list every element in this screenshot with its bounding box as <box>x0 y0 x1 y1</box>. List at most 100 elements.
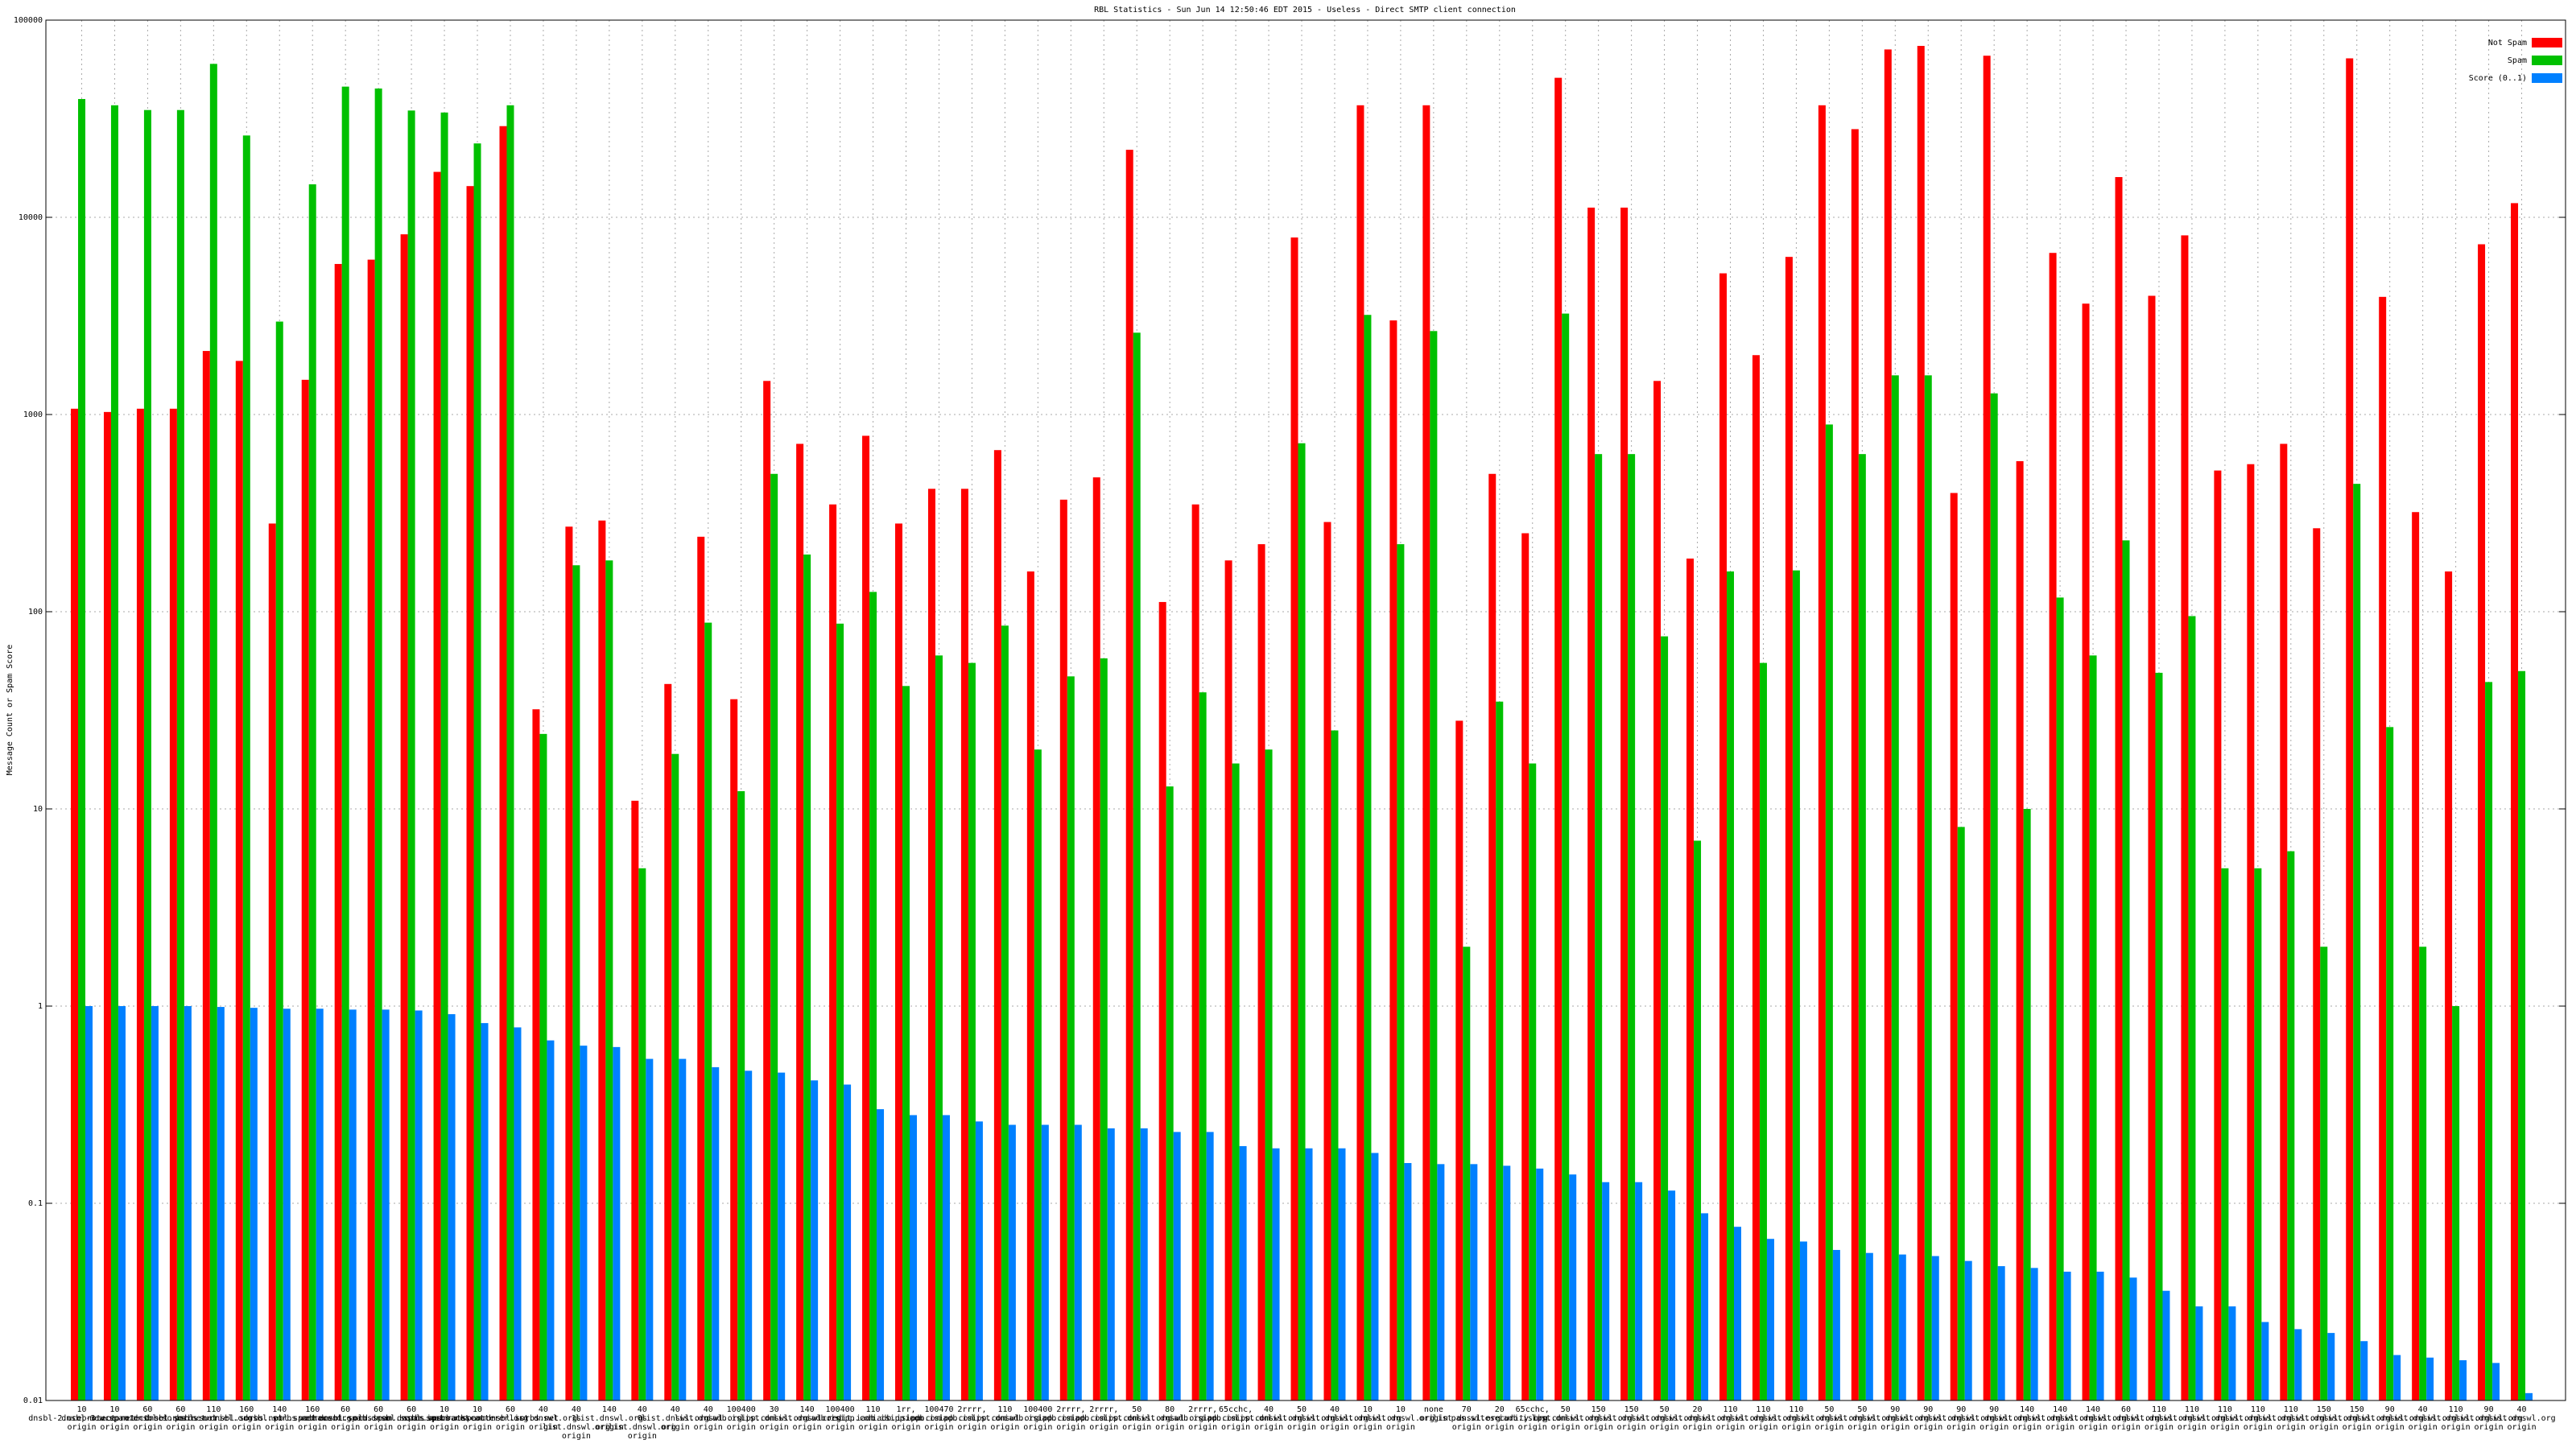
bar <box>902 686 910 1400</box>
x-tick-label: 100400 iadb.isipp.com origin <box>806 1405 873 1432</box>
bar <box>532 709 540 1400</box>
bar <box>1554 77 1563 1401</box>
legend-swatch <box>2532 56 2562 65</box>
x-tick-label: 140 dnsbl.sorbs.net origin <box>243 1405 316 1432</box>
bar <box>136 408 144 1400</box>
bar <box>1463 947 1471 1400</box>
bar <box>2056 597 2064 1400</box>
x-tick-label: 110 credit.iadb.isipp.com origin <box>822 1405 923 1432</box>
x-tick-label: 140 list.dnswl.org origin <box>576 1405 643 1432</box>
bar <box>829 504 837 1400</box>
bar <box>301 379 309 1400</box>
x-tick-label: 2rrrr, iadb.isipp.com origin <box>938 1405 1005 1432</box>
x-tick-label: 50 list.dnswl.org origin <box>1630 1405 1698 1432</box>
bar <box>400 234 408 1400</box>
bar <box>1635 1182 1643 1400</box>
x-tick-label: 90 list.dnswl.org origin <box>1960 1405 2028 1432</box>
bar <box>1356 105 1364 1401</box>
x-tick-label: 150 list.dnswl.org origin <box>2323 1405 2391 1432</box>
x-tick-label: 50 list.dnswl.org origin <box>1268 1405 1335 1432</box>
bar <box>1389 320 1397 1401</box>
bar <box>1257 544 1265 1400</box>
bar <box>2459 1359 2467 1400</box>
bar <box>1792 570 1800 1400</box>
bar <box>796 443 804 1401</box>
bar <box>935 655 943 1400</box>
bar <box>1727 571 1734 1400</box>
bar <box>440 112 448 1401</box>
bar <box>407 110 415 1400</box>
bar <box>1125 150 1133 1400</box>
x-tick-label: 90 list.dnswl.org origin <box>1927 1405 1995 1432</box>
bar <box>235 361 243 1400</box>
legend-swatch <box>2532 73 2562 83</box>
bar <box>2181 235 2189 1401</box>
bar <box>1026 571 1034 1400</box>
bar <box>217 1007 225 1400</box>
bar <box>1034 749 1042 1400</box>
bar <box>1371 1153 1379 1400</box>
bar <box>803 554 811 1400</box>
bar <box>1001 625 1009 1400</box>
bar <box>184 1006 192 1400</box>
bar <box>481 1023 489 1400</box>
bar <box>2254 868 2262 1400</box>
bar <box>770 473 778 1400</box>
bar <box>968 662 976 1400</box>
y-tick-label: 1000 <box>23 410 43 419</box>
bar <box>1529 763 1537 1400</box>
x-tick-label: 40 list.dnswl.org origin <box>1235 1405 1302 1432</box>
bar <box>1067 676 1075 1400</box>
legend-label: Not Spam <box>2488 39 2527 47</box>
x-tick-label: 40 list.dnswl.org origin <box>1301 1405 1368 1432</box>
bar <box>202 351 210 1400</box>
x-tick-label: 10 list.dnswl.org origin <box>1334 1405 1402 1432</box>
bar <box>499 126 507 1400</box>
plot-frame <box>45 19 2566 1401</box>
bar <box>1503 1165 1511 1400</box>
bar <box>2221 868 2229 1400</box>
bar <box>1430 331 1438 1401</box>
x-tick-label: 10 list.dnswl.org origin <box>1367 1405 1435 1432</box>
bar <box>565 526 573 1400</box>
x-tick-label: 60 old.spam.dnsbl.sorbs.net origin <box>353 1405 470 1432</box>
bar <box>2294 1329 2302 1400</box>
bar <box>2089 655 2097 1400</box>
bar <box>2195 1306 2203 1400</box>
bar <box>1488 473 1496 1400</box>
bar <box>631 800 639 1400</box>
bar <box>1785 257 1793 1400</box>
x-tick-label: 1rr, iadb.isipp.com origin <box>872 1405 939 1432</box>
bar <box>2313 528 2321 1401</box>
bar <box>580 1046 588 1400</box>
x-tick-label: 90 list.dnswl.org origin <box>1861 1405 1929 1432</box>
bar <box>275 321 283 1400</box>
x-tick-label: 80 list.dnswl.org origin <box>1136 1405 1203 1432</box>
bar <box>473 143 481 1401</box>
bar <box>110 105 118 1401</box>
bar <box>2122 540 2130 1400</box>
bar <box>1964 1260 1972 1400</box>
bar <box>1957 827 1965 1400</box>
bar <box>367 259 375 1400</box>
bar <box>1595 454 1603 1400</box>
bar <box>2188 616 2196 1400</box>
bar <box>1455 720 1463 1400</box>
bar <box>1239 1145 1247 1400</box>
bar <box>2214 470 2222 1401</box>
bar <box>664 683 672 1400</box>
bar <box>942 1115 950 1400</box>
bar <box>2129 1277 2137 1400</box>
x-tick-label: 10 dnsbl-2.uceprotect.net origin <box>28 1405 134 1432</box>
x-tick-label: 40 list.dnswl.org origin <box>510 1405 577 1432</box>
bar <box>1107 1128 1115 1400</box>
x-tick-label: 110 list.dnswl.org origin <box>2257 1405 2325 1432</box>
bar <box>1158 601 1166 1400</box>
bar <box>2155 672 2163 1400</box>
bar <box>1232 763 1240 1400</box>
bar <box>2360 1341 2368 1400</box>
bar <box>869 592 877 1400</box>
